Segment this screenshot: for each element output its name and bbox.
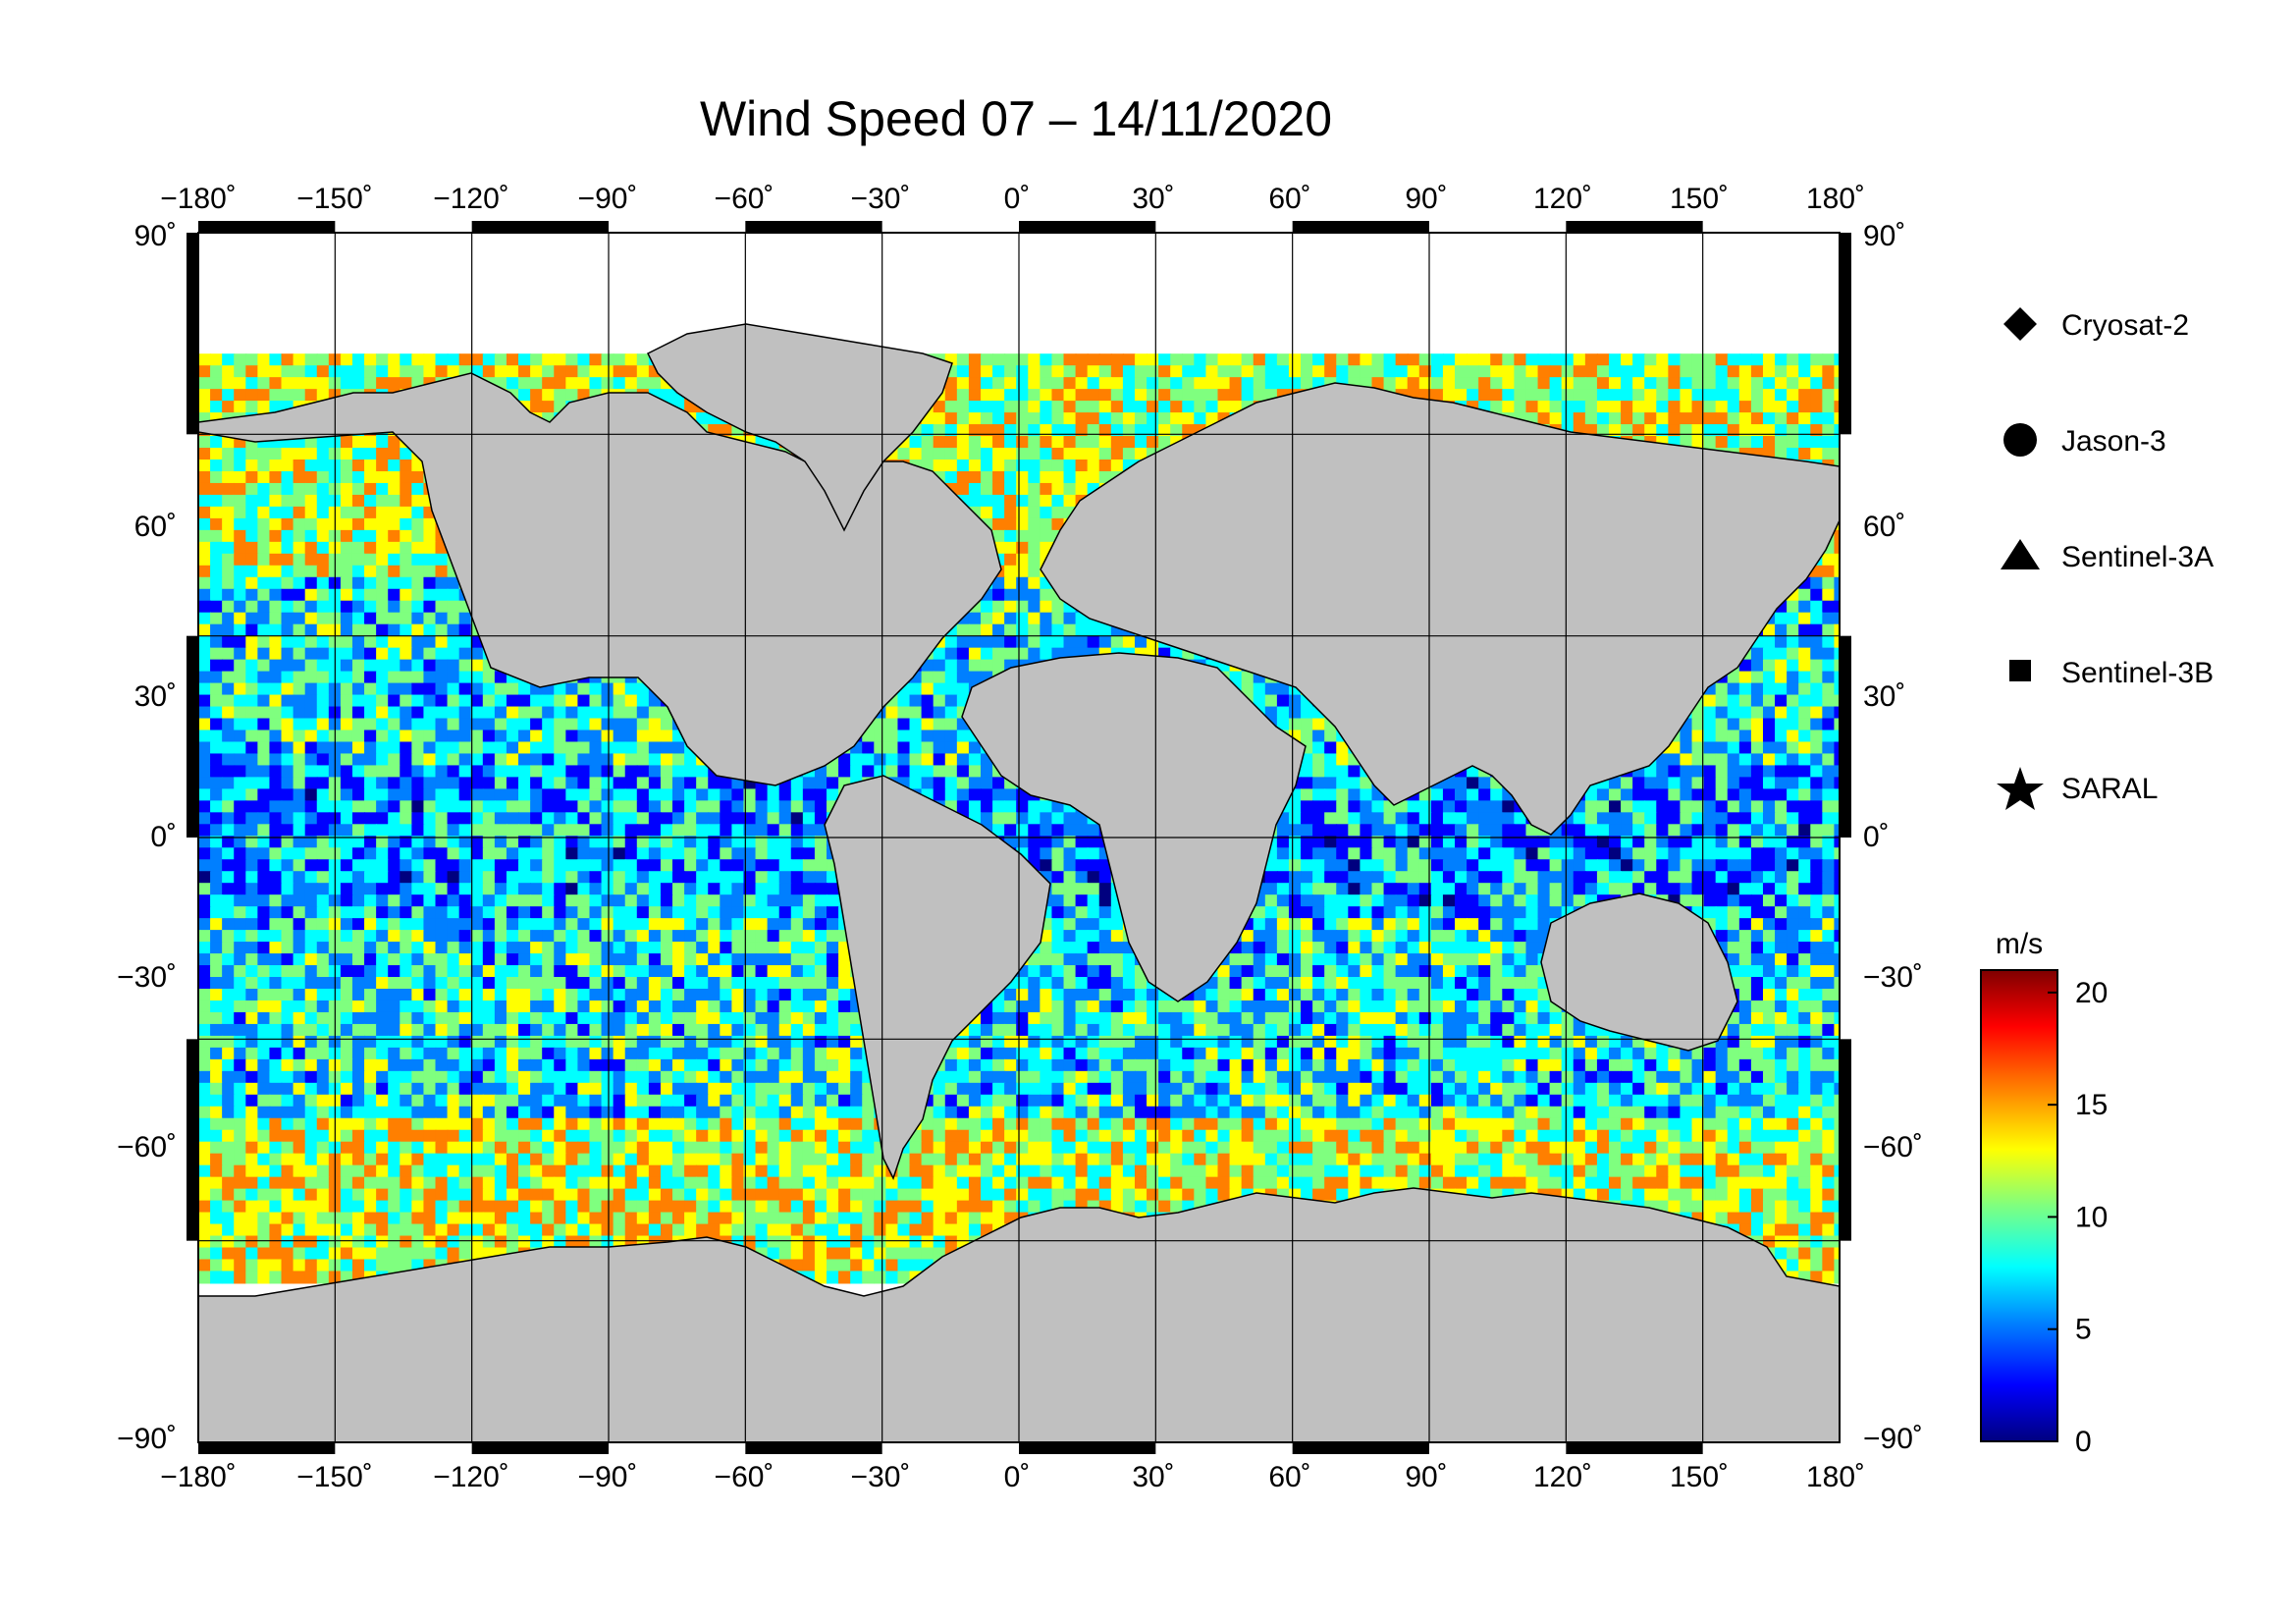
frame-bar — [1840, 635, 1851, 838]
lat-tick-left: 90˚ — [134, 220, 177, 252]
lon-tick-top: −180˚ — [160, 183, 237, 215]
lon-tick-bottom: −30˚ — [851, 1461, 911, 1493]
frame-bar — [745, 221, 882, 233]
lat-tick-left: −60˚ — [117, 1131, 177, 1163]
lon-tick-bottom: 30˚ — [1132, 1461, 1174, 1493]
lon-tick-bottom: 150˚ — [1670, 1461, 1729, 1493]
eurasia — [1040, 382, 1840, 836]
lat-tick-left: −90˚ — [117, 1423, 177, 1455]
colorbar-tick-label: 20 — [2075, 977, 2108, 1009]
lon-tick-top: 90˚ — [1405, 183, 1447, 215]
frame-bar — [1566, 1442, 1703, 1454]
lon-tick-bottom: −60˚ — [715, 1461, 774, 1493]
lat-tick-right: −30˚ — [1863, 961, 1923, 994]
frame-bar — [1019, 221, 1156, 233]
diamond-icon — [2003, 307, 2037, 341]
frame-bar — [1566, 221, 1703, 233]
circle-icon — [2003, 423, 2037, 457]
colorbar-ticks: 20 15 10 5 0 — [2048, 977, 2108, 1458]
colorbar-unit: m/s — [1996, 928, 2043, 960]
lat-tick-left: 60˚ — [134, 511, 177, 543]
legend-label-sentinel-3b: Sentinel-3B — [2061, 657, 2214, 689]
frame-bar — [187, 635, 198, 838]
lon-tick-top: 120˚ — [1533, 183, 1592, 215]
colorbar-gradient — [1980, 969, 2058, 1442]
frame-bar — [471, 1442, 609, 1454]
legend-label-saral: SARAL — [2061, 773, 2158, 805]
frame-bar — [198, 1442, 336, 1454]
lon-tick-bottom: 90˚ — [1405, 1461, 1447, 1493]
lon-tick-top: −120˚ — [433, 183, 509, 215]
greenland — [646, 323, 953, 532]
colorbar: m/s 20 15 10 5 0 — [1980, 928, 2108, 1458]
satellite-legend: Cryosat-2 Jason-3 Sentinel-3A Sentinel-3… — [1997, 307, 2214, 810]
africa — [961, 652, 1307, 1002]
frame-bar — [1019, 1442, 1156, 1454]
frame-bar — [471, 221, 609, 233]
legend-label-jason-3: Jason-3 — [2061, 425, 2166, 458]
lon-tick-bottom: 120˚ — [1533, 1461, 1592, 1493]
colorbar-tick-label: 10 — [2075, 1201, 2108, 1233]
lon-tick-bottom: −120˚ — [433, 1461, 509, 1493]
lon-tick-bottom: −150˚ — [296, 1461, 373, 1493]
lat-tick-left: 30˚ — [134, 680, 177, 713]
colorbar-tick-label: 0 — [2075, 1426, 2092, 1458]
square-icon — [2009, 660, 2031, 681]
frame-bar — [187, 1039, 198, 1241]
lat-tick-right: 30˚ — [1863, 680, 1905, 713]
north-america — [198, 372, 1002, 786]
lat-tick-left: −30˚ — [117, 961, 177, 994]
frame-bar — [187, 233, 198, 435]
frame-bar — [1840, 1039, 1851, 1241]
australia — [1540, 893, 1738, 1052]
lat-tick-right: 90˚ — [1863, 220, 1905, 252]
frame-bar — [745, 1442, 882, 1454]
frame-bar — [1292, 221, 1429, 233]
lon-tick-top: −30˚ — [851, 183, 911, 215]
lon-tick-top: 180˚ — [1806, 183, 1865, 215]
lon-tick-top: −150˚ — [296, 183, 373, 215]
legend-label-sentinel-3a: Sentinel-3A — [2061, 541, 2214, 573]
triangle-icon — [2001, 539, 2040, 569]
colorbar-tick-label: 15 — [2075, 1089, 2108, 1121]
lon-tick-top: −60˚ — [715, 183, 774, 215]
frame-bar — [1840, 233, 1851, 435]
lon-tick-bottom: 60˚ — [1268, 1461, 1310, 1493]
south-america — [824, 775, 1051, 1180]
map-frame-bars — [187, 221, 1851, 1454]
lon-tick-top: 0˚ — [1004, 183, 1031, 215]
lon-tick-bottom: 0˚ — [1004, 1461, 1031, 1493]
frame-bar — [198, 221, 336, 233]
lon-tick-bottom: 180˚ — [1806, 1461, 1865, 1493]
legend-label-cryosat-2: Cryosat-2 — [2061, 309, 2189, 342]
lon-tick-top: 60˚ — [1268, 183, 1310, 215]
lon-tick-top: 150˚ — [1670, 183, 1729, 215]
lat-tick-right: −60˚ — [1863, 1131, 1923, 1163]
lat-tick-right: −90˚ — [1863, 1423, 1923, 1455]
lat-tick-left: 0˚ — [150, 821, 177, 853]
lon-tick-bottom: −90˚ — [578, 1461, 638, 1493]
lon-tick-top: −90˚ — [578, 183, 638, 215]
lon-tick-bottom: −180˚ — [160, 1461, 237, 1493]
lat-tick-right: 0˚ — [1863, 821, 1890, 853]
colorbar-tick-label: 5 — [2075, 1314, 2092, 1346]
lat-tick-right: 60˚ — [1863, 511, 1905, 543]
lon-tick-top: 30˚ — [1132, 183, 1174, 215]
star-icon — [1997, 767, 2044, 810]
chart-title: Wind Speed 07 – 14/11/2020 — [699, 91, 1333, 146]
frame-bar — [1292, 1442, 1429, 1454]
